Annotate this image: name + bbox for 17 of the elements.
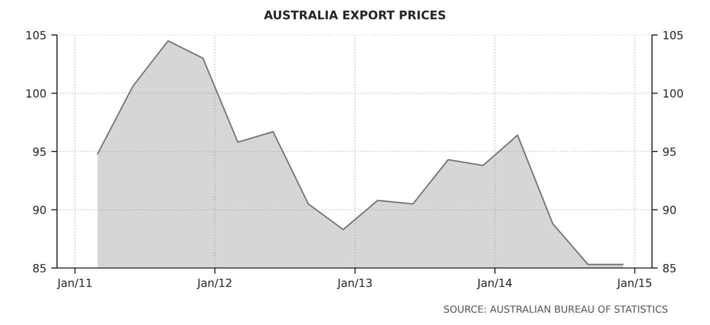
y2-tick-label: 90 [663, 206, 676, 214]
y-tick-label: 105 [26, 30, 46, 40]
y2-tick-label: 105 [664, 30, 683, 40]
y-tick-label: 85 [33, 264, 46, 272]
x-tick-label: Jan/14 [476, 278, 512, 290]
x-tick-label: Jan/13 [336, 278, 372, 290]
y2-tick-label: 85 [663, 264, 676, 272]
chart-title: AUSTRALIA EXPORT PRICES [264, 10, 446, 20]
x-tick-label: Jan/11 [56, 278, 92, 290]
source-note: SOURCE: AUSTRALIAN BUREAU OF STATISTICS [444, 305, 668, 313]
y-tick-label: 95 [33, 147, 46, 156]
x-tick-label: Jan/15 [616, 278, 652, 290]
x-tick-label: Jan/12 [196, 278, 232, 290]
y-tick-label: 100 [26, 89, 46, 98]
y2-tick-label: 95 [663, 147, 676, 156]
y2-tick-label: 100 [664, 89, 683, 98]
y-tick-label: 90 [33, 206, 46, 214]
